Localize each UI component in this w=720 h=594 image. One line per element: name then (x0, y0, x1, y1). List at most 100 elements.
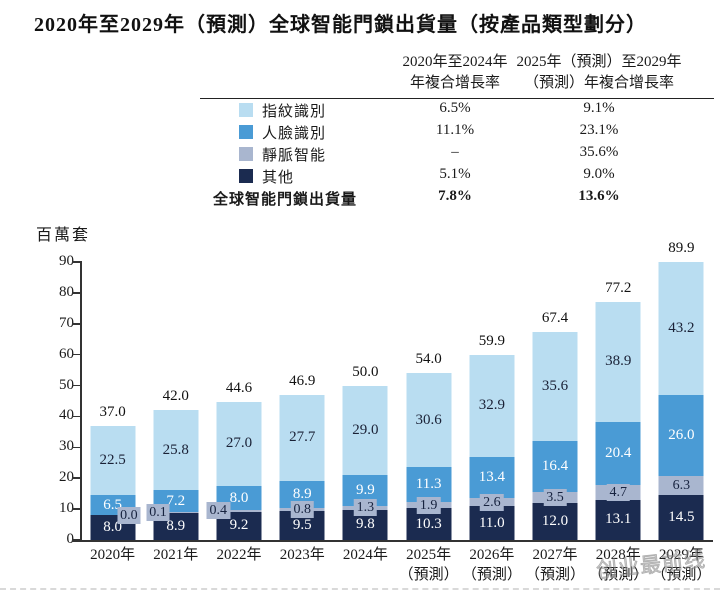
bar-total-label: 42.0 (162, 388, 189, 405)
bar: 14.5 26.0 43.2 6.3 (658, 262, 704, 540)
cagr-header-line: 2025年（預測）至2029年 (516, 54, 682, 70)
y-tick-label: 50 (59, 376, 74, 393)
vein-value-label: 3.5 (543, 489, 567, 507)
vein-value-label: 1.9 (416, 496, 441, 514)
y-tick-label: 0 (66, 531, 75, 547)
cagr-value-2025-2029: 9.0% (583, 166, 615, 182)
cagr-table: 2020年至2024年 年複合增長率 2025年（預測）至2029年 （預測）年… (200, 52, 714, 210)
y-tick-mark (72, 384, 80, 387)
total-row-cagr-2025-2029: 13.6% (578, 188, 620, 204)
y-tick-mark (72, 353, 80, 356)
y-axis-line (80, 261, 82, 541)
total-row-label: 全球智能門鎖出貨量 (213, 192, 358, 208)
cagr-header-line: 年複合增長率 (409, 75, 500, 91)
segment-value-label: 26.0 (668, 427, 695, 444)
segment-value-label: 13.4 (478, 468, 505, 485)
bar-total-label: 44.6 (225, 380, 253, 397)
segment-value-label: 20.4 (605, 445, 632, 462)
bar: 9.2 8.0 27.0 0.4 (206, 402, 262, 540)
cagr-header-2025-2029: 2025年（預測）至2029年 （預測）年複合增長率 (484, 52, 714, 94)
y-tick-label: 40 (59, 407, 74, 424)
x-label-year: 2024年 (342, 547, 388, 563)
bar-segment: 13.1 (595, 499, 641, 540)
cagr-value-2020-2024: – (451, 144, 459, 160)
y-tick-mark (72, 292, 80, 294)
x-label-year: 2023年 (279, 547, 325, 563)
bar-segment: 16.4 (532, 441, 578, 493)
y-tick-label: 20 (59, 469, 74, 486)
x-label-year: 2029年 (658, 547, 704, 563)
bar-segment: 13.4 (469, 456, 515, 498)
segment-value-label: 10.3 (415, 515, 442, 532)
cagr-header-line: 2020年至2024年 (402, 54, 508, 70)
y-tick-mark (72, 446, 80, 449)
bar: 11.0 13.4 32.9 2.6 (469, 355, 515, 540)
bar-segment: 29.0 (342, 385, 388, 476)
y-tick-label: 80 (59, 283, 74, 300)
x-axis-category-label: 2021年 (144, 545, 207, 585)
y-tick-label: 60 (59, 345, 74, 362)
y-tick-mark (72, 415, 80, 418)
y-tick-mark (72, 508, 80, 510)
bottom-dashed-line (0, 588, 720, 590)
segment-value-label: 11.3 (415, 476, 442, 493)
bar-segment: 11.0 (469, 506, 515, 540)
bar-segment: 14.5 (658, 495, 704, 540)
table-rule (200, 98, 714, 99)
table-row: 人臉識別 11.1% 23.1% (200, 121, 714, 143)
bar-segment: 35.6 (532, 331, 578, 442)
bar: 13.1 20.4 38.9 4.7 (595, 301, 641, 540)
y-tick-label: 30 (59, 438, 74, 455)
segment-value-label: 8.0 (229, 489, 249, 506)
segment-value-label: 7.2 (166, 492, 186, 509)
bar-slot: 9.8 9.9 29.0 1.3 50.0 (334, 262, 397, 540)
cagr-header-line: （預測）年複合增長率 (523, 75, 674, 91)
vein-value-label: 0.4 (206, 502, 230, 520)
legend-swatch-icon (239, 103, 253, 117)
table-row: 靜脈智能 – 35.6% (200, 143, 714, 165)
cagr-table-header: 2020年至2024年 年複合增長率 2025年（預測）至2029年 （預測）年… (200, 52, 714, 96)
vein-value-label: 6.3 (669, 476, 694, 494)
bar-segment: 26.0 (658, 395, 704, 476)
vein-value-label: 0.0 (117, 506, 141, 524)
vein-value-label: 0.8 (290, 500, 314, 518)
segment-value-label: 13.1 (605, 511, 632, 528)
y-tick-mark (72, 477, 80, 480)
segment-value-label: 29.0 (352, 421, 379, 438)
y-tick-label: 90 (59, 253, 74, 269)
bar-segment: 25.8 (153, 410, 199, 490)
legend-label: 其他 (262, 170, 295, 186)
segment-value-label: 14.5 (668, 509, 695, 526)
bar-segment: 22.5 (90, 425, 136, 496)
table-total-row: 全球智能門鎖出貨量 7.8% 13.6% (200, 187, 714, 210)
y-tick-mark (72, 322, 80, 325)
x-label-year: 2021年 (153, 547, 199, 563)
table-row: 其他 5.1% 9.0% (200, 165, 714, 187)
x-axis-category-label: 2025年 （預測） (397, 545, 460, 585)
bar-segment: 32.9 (469, 355, 515, 457)
bar-slot: 13.1 20.4 38.9 4.7 77.2 (587, 262, 650, 540)
bar-total-label: 46.9 (289, 373, 316, 390)
bar-segment: 43.2 (658, 262, 704, 396)
x-label-year: 2020年 (90, 547, 136, 563)
cagr-value-2020-2024: 11.1% (435, 122, 475, 138)
stacked-bars: 8.0 6.5 22.5 0.0 37.0 8.9 7.2 25.8 0.1 42.0 9.2 8.0… (81, 240, 713, 540)
cagr-value-2020-2024: 5.1% (439, 166, 471, 182)
bar: 12.0 16.4 35.6 3.5 (532, 331, 578, 540)
legend-label: 人臉識別 (262, 126, 327, 142)
bar-total-label: 50.0 (352, 363, 379, 380)
legend-swatch-icon (239, 169, 253, 183)
bar-slot: 10.3 11.3 30.6 1.9 54.0 (397, 262, 460, 540)
x-axis-category-label: 2022年 (207, 545, 270, 585)
segment-value-label: 38.9 (605, 353, 632, 370)
bar-total-label: 67.4 (541, 309, 569, 326)
x-label-forecast-note: （預測） (461, 567, 522, 583)
x-label-year: 2028年 (595, 547, 641, 563)
bar: 9.5 8.9 27.7 0.8 (279, 395, 325, 540)
segment-value-label: 9.2 (229, 517, 249, 534)
table-row: 指紋識別 6.5% 9.1% (200, 99, 714, 121)
bar-segment: 12.0 (532, 502, 578, 540)
bar-segment: 8.9 (279, 480, 325, 509)
segment-value-label: 9.8 (356, 516, 375, 533)
bar-slot: 14.5 26.0 43.2 6.3 89.9 (650, 240, 713, 540)
